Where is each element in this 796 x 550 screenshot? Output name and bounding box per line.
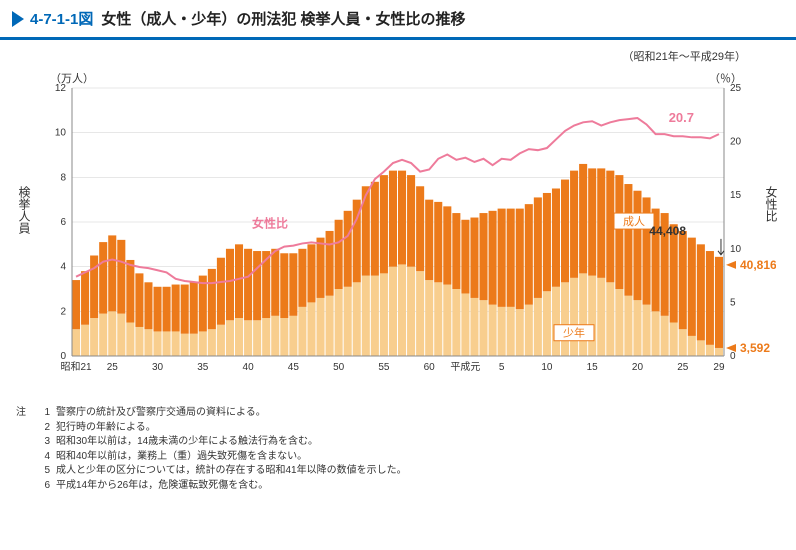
svg-text:30: 30 — [152, 362, 164, 373]
svg-text:35: 35 — [197, 362, 209, 373]
svg-text:29: 29 — [713, 362, 725, 373]
svg-text:50: 50 — [333, 362, 345, 373]
svg-text:10: 10 — [55, 128, 67, 139]
footnote-text: 警察庁の統計及び警察庁交通局の資料による。 — [56, 406, 266, 421]
footnote-text: 昭和40年以前は，業務上（重）過失致死傷を含まない。 — [56, 450, 307, 465]
svg-text:4: 4 — [60, 262, 66, 273]
svg-text:6: 6 — [60, 217, 66, 228]
svg-text:成人: 成人 — [623, 215, 645, 228]
figure-header: 4-7-1-1図 女性（成人・少年）の刑法犯 検挙人員・女性比の推移 — [0, 0, 796, 40]
svg-text:40,816: 40,816 — [740, 258, 776, 272]
figure-title: 女性（成人・少年）の刑法犯 検挙人員・女性比の推移 — [101, 8, 465, 29]
svg-text:25: 25 — [677, 362, 689, 373]
chart-svg: 0246810120510152025（万人）（％）昭和212530354045… — [20, 66, 776, 396]
footnote-text: 平成14年から26年は，危険運転致死傷を含む。 — [56, 479, 268, 494]
svg-text:0: 0 — [60, 351, 66, 362]
svg-text:55: 55 — [378, 362, 390, 373]
svg-text:2: 2 — [60, 306, 66, 317]
svg-text:少年: 少年 — [563, 326, 585, 340]
svg-text:3,592: 3,592 — [740, 341, 770, 355]
period-label: （昭和21年〜平成29年） — [20, 48, 776, 64]
svg-text:45: 45 — [288, 362, 300, 373]
svg-text:20.7: 20.7 — [669, 110, 694, 125]
svg-text:（％）: （％） — [709, 72, 742, 85]
svg-text:5: 5 — [730, 297, 736, 308]
chart-container: （昭和21年〜平成29年） 検挙人員 女性比 02468101205101520… — [0, 40, 796, 400]
svg-text:44,408: 44,408 — [649, 224, 686, 238]
svg-text:平成元: 平成元 — [450, 361, 480, 373]
left-axis-title: 検挙人員 — [16, 186, 33, 234]
figure-number: 4-7-1-1図 — [30, 8, 93, 29]
svg-text:女性比: 女性比 — [252, 215, 288, 230]
svg-text:15: 15 — [587, 362, 599, 373]
footnote-text: 成人と少年の区分については，統計の存在する昭和41年以降の数値を示した。 — [56, 464, 407, 479]
chart: 検挙人員 女性比 0246810120510152025（万人）（％）昭和212… — [20, 66, 776, 396]
svg-text:0: 0 — [730, 351, 736, 362]
footnote-text: 犯行時の年齢による。 — [56, 421, 156, 436]
svg-text:20: 20 — [730, 137, 742, 148]
right-axis-title: 女性比 — [763, 186, 780, 222]
svg-text:15: 15 — [730, 190, 742, 201]
svg-text:昭和21: 昭和21 — [60, 361, 92, 373]
svg-text:5: 5 — [499, 362, 505, 373]
svg-text:8: 8 — [60, 172, 66, 183]
svg-text:25: 25 — [107, 362, 119, 373]
svg-text:40: 40 — [243, 362, 255, 373]
svg-text:（万人）: （万人） — [50, 72, 94, 85]
footnotes: 注1警察庁の統計及び警察庁交通局の資料による。2犯行時の年齢による。3昭和30年… — [0, 400, 796, 499]
svg-text:10: 10 — [541, 362, 553, 373]
footnote-text: 昭和30年以前は，14歳未満の少年による触法行為を含む。 — [56, 435, 318, 450]
svg-text:60: 60 — [424, 362, 436, 373]
header-triangle-icon — [12, 11, 24, 27]
svg-text:20: 20 — [632, 362, 644, 373]
svg-text:10: 10 — [730, 244, 742, 255]
